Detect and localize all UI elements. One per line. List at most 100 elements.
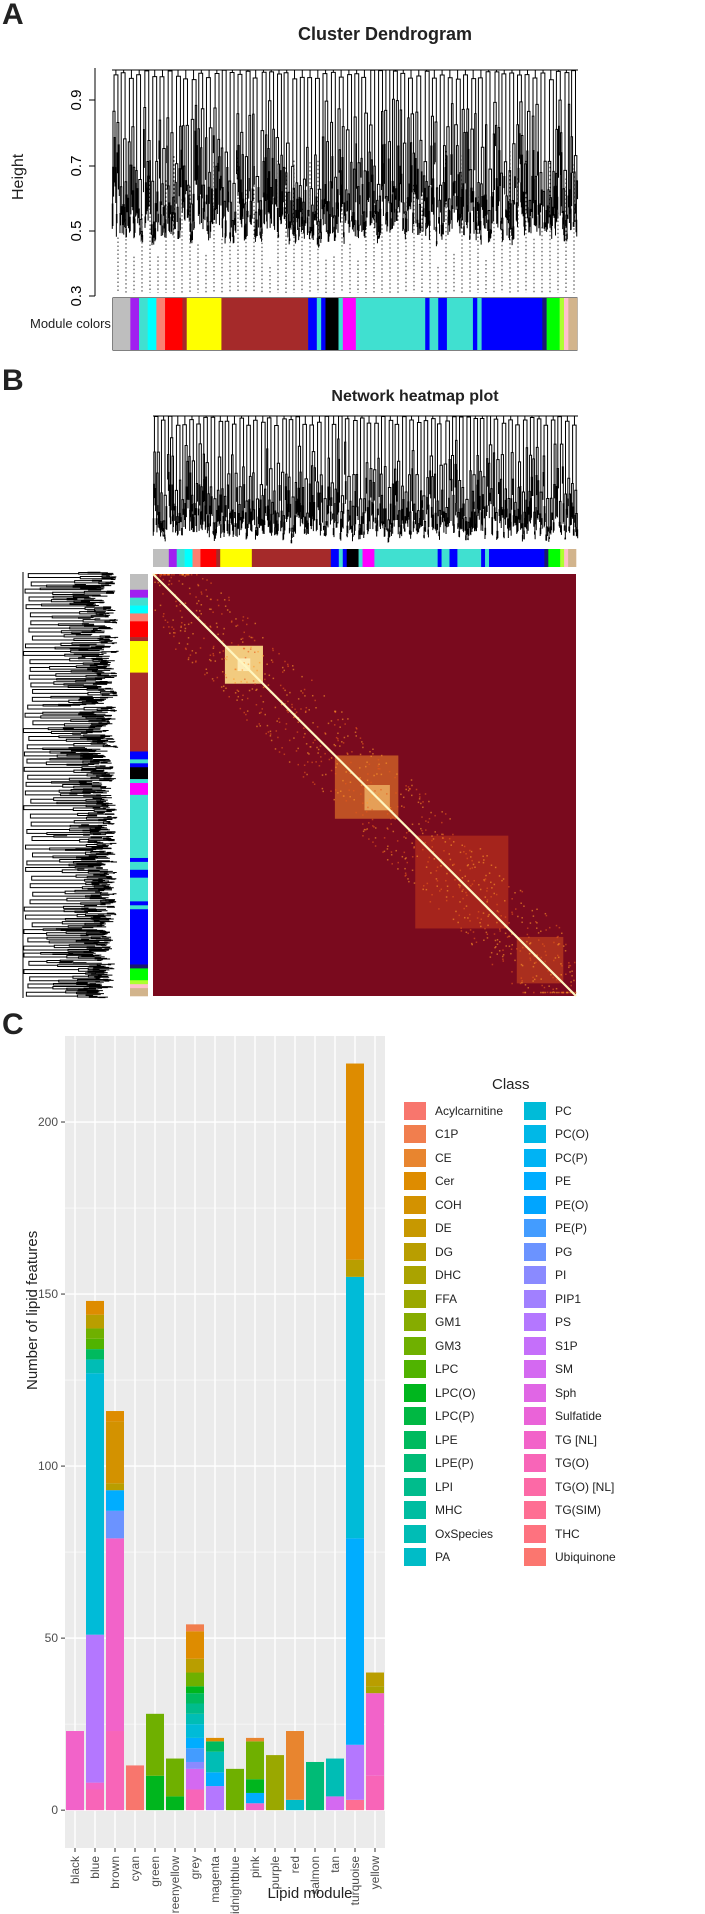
legend-label: S1P xyxy=(555,1338,578,1353)
bar-segment xyxy=(246,1803,264,1811)
chart-x-tick-label: black xyxy=(68,1855,82,1884)
legend-swatch xyxy=(404,1125,426,1143)
heatmap-top-color-segment xyxy=(544,549,549,567)
legend-swatch xyxy=(404,1313,426,1331)
bar-segment xyxy=(166,1758,184,1797)
heatmap-top-color-segment xyxy=(548,549,561,567)
heatmap-left-color-segment xyxy=(130,751,148,760)
module-color-segment xyxy=(568,298,578,350)
heatmap-top-color-segment xyxy=(358,549,363,567)
bar-segment xyxy=(206,1786,224,1811)
legend-swatch xyxy=(524,1219,546,1237)
bar-segment xyxy=(186,1713,204,1725)
legend-item: COH xyxy=(404,1194,462,1215)
legend-swatch xyxy=(524,1501,546,1519)
chart-x-tick-label: cyan xyxy=(128,1856,142,1881)
bar-segment xyxy=(266,1755,284,1811)
bar-segment xyxy=(206,1772,224,1787)
legend-item: PE(P) xyxy=(524,1218,587,1239)
module-color-segment xyxy=(221,298,309,350)
bar-segment xyxy=(346,1259,364,1277)
legend-label: PIP1 xyxy=(555,1291,582,1306)
dendrogram-branches xyxy=(152,415,579,544)
heatmap-top-color-segment xyxy=(346,549,359,567)
legend-label: PS xyxy=(555,1315,572,1329)
legend-label: LPI xyxy=(435,1479,454,1494)
heatmap-top-color-segment xyxy=(342,549,348,567)
heatmap-left-color-segment xyxy=(130,779,148,784)
bar-segment xyxy=(186,1703,204,1714)
dendrogram-branches xyxy=(22,571,119,999)
module-color-segment xyxy=(338,298,344,350)
heatmap-left-color-segment xyxy=(130,968,148,981)
legend-swatch xyxy=(404,1407,426,1425)
heatmap-top-color-segment xyxy=(457,549,482,567)
chart-x-tick-label: magenta xyxy=(208,1856,222,1903)
legend-swatch xyxy=(404,1548,426,1566)
legend-label: MHC xyxy=(435,1503,463,1517)
chart-x-tick-label: purple xyxy=(268,1856,282,1890)
heatmap-top-color-segment xyxy=(184,549,193,567)
legend-label: COH xyxy=(435,1197,462,1212)
legend-item: LPC(P) xyxy=(404,1406,474,1427)
legend-label: DE xyxy=(435,1221,452,1235)
bar-segment xyxy=(186,1768,204,1790)
heatmap-top-color-segment xyxy=(489,549,545,567)
legend-item: DE xyxy=(404,1218,452,1239)
legend-swatch xyxy=(404,1477,426,1496)
heatmap-top-color-segment xyxy=(216,549,221,567)
legend-label: PA xyxy=(435,1550,451,1564)
bar-segment xyxy=(126,1765,144,1811)
bar-segment xyxy=(346,1744,364,1800)
module-color-segment xyxy=(321,298,326,350)
panel-a-y-tick-label: 0.3 xyxy=(68,286,85,307)
bar-segment xyxy=(206,1741,224,1752)
bar-segment xyxy=(106,1538,124,1732)
chart-x-tick-label: blue xyxy=(88,1856,102,1879)
legend-item: Cer xyxy=(404,1171,454,1192)
module-color-segment xyxy=(429,298,439,350)
legend-swatch xyxy=(524,1172,546,1190)
panel-c-letter: C xyxy=(2,1008,24,1041)
heatmap-left-color-segment xyxy=(130,905,148,910)
legend-item: PE(O) xyxy=(524,1194,588,1215)
bar-segment xyxy=(186,1737,204,1749)
legend-swatch xyxy=(524,1289,546,1308)
heatmap-left-color-segment xyxy=(130,672,148,752)
heatmap-left-color-segment xyxy=(130,641,148,673)
heatmap-top-color-segment xyxy=(560,549,565,567)
bar-segment xyxy=(86,1782,104,1790)
module-color-segment xyxy=(559,298,565,350)
legend-swatch xyxy=(404,1242,426,1261)
heatmap-top-color-segment xyxy=(437,549,442,567)
bar-segment xyxy=(86,1338,104,1350)
bar-segment xyxy=(146,1775,164,1811)
bar-segment xyxy=(346,1538,364,1745)
bar-segment xyxy=(186,1624,204,1632)
heatmap-left-color-segment xyxy=(130,613,148,622)
module-color-segment xyxy=(147,298,157,350)
legend-swatch xyxy=(524,1477,546,1496)
legend-label: GM1 xyxy=(435,1315,462,1329)
heatmap-left-color-segment xyxy=(130,763,148,768)
heatmap-top-color-segment xyxy=(374,549,438,567)
legend-label: DHC xyxy=(435,1268,461,1282)
module-color-segment xyxy=(425,298,430,350)
bar-segment xyxy=(186,1748,204,1762)
bar-segment xyxy=(246,1741,264,1780)
legend-label: Acylcarnitine xyxy=(435,1103,504,1118)
bar-segment xyxy=(186,1631,204,1659)
module-color-segment xyxy=(446,298,474,350)
legend-label: LPC(O) xyxy=(435,1385,476,1400)
bar-segment xyxy=(246,1737,264,1742)
legend-item: TG(SIM) xyxy=(524,1500,601,1521)
module-color-segment xyxy=(481,298,543,350)
chart-x-tick-label: red xyxy=(288,1856,302,1873)
legend-item: LPE xyxy=(404,1429,458,1450)
heatmap-top-color-segment xyxy=(200,549,217,567)
legend-item: PIP1 xyxy=(524,1288,581,1309)
cluster-dendrogram: 0.9 0.7 0.5 0.3 xyxy=(68,68,579,351)
bar-segment xyxy=(86,1314,104,1329)
bar-segment xyxy=(86,1300,104,1315)
bar-segment xyxy=(146,1713,164,1776)
